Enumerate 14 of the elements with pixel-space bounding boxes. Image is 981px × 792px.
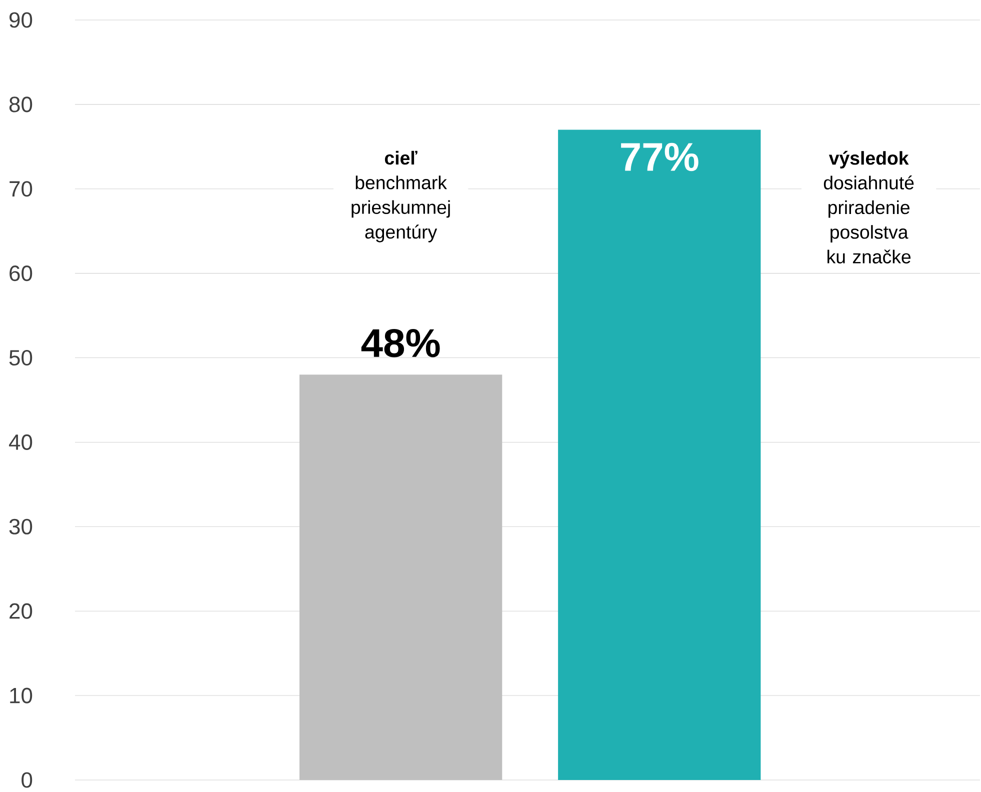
y-tick-label: 10	[10, 688, 32, 704]
data-label: 77%	[621, 142, 698, 171]
y-tick-label: 90	[10, 12, 32, 28]
y-tick-label: 40	[8, 434, 32, 450]
y-tick-label: 60	[10, 265, 32, 281]
annotation: výsledok dosiahnuté priradenie posolstva ku značke	[824, 150, 914, 264]
data-label: 48%	[361, 328, 440, 358]
annotation: cieľ benchmark prieskumnej agentúry	[352, 150, 450, 242]
y-tick-label: 50	[9, 350, 32, 366]
y-tick-label: 20	[10, 603, 32, 619]
y-tick-label: 70	[10, 180, 32, 197]
y-tick-label: 80	[9, 96, 32, 112]
y-tick-label: 30	[9, 518, 32, 534]
y-tick-label: 0	[22, 772, 32, 788]
